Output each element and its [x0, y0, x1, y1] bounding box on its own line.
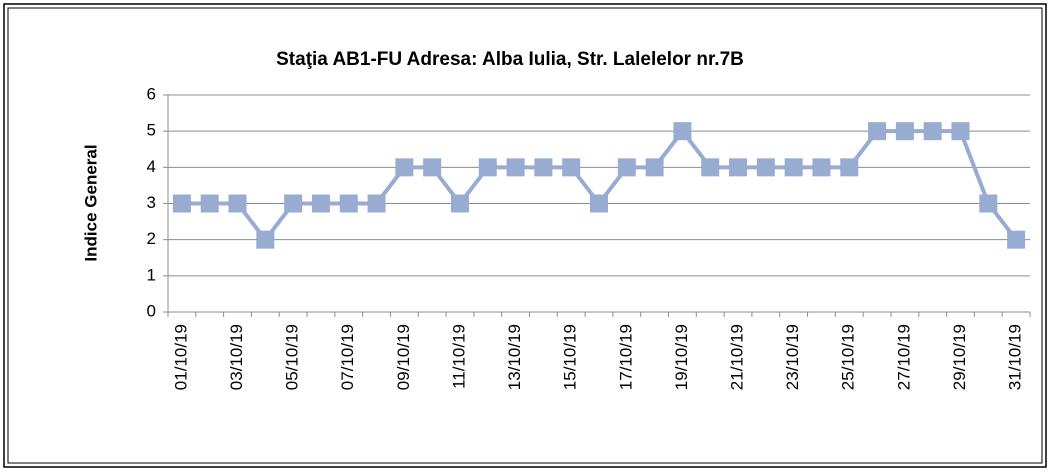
- x-tick-label: 25/10/19: [839, 324, 858, 390]
- x-tick-label: 29/10/19: [950, 324, 969, 390]
- point-marker: [562, 158, 581, 177]
- point-marker: [395, 158, 414, 177]
- x-tick-label: 21/10/19: [728, 324, 747, 390]
- inner-frame: [7, 7, 1043, 464]
- point-marker: [284, 194, 303, 213]
- y-tick-label: 4: [147, 157, 156, 176]
- point-marker: [256, 230, 275, 249]
- point-marker: [617, 158, 636, 177]
- point-marker: [450, 194, 469, 213]
- point-marker: [478, 158, 497, 177]
- point-marker: [784, 158, 803, 177]
- point-marker: [339, 194, 358, 213]
- point-marker: [868, 122, 887, 141]
- point-marker: [951, 122, 970, 141]
- x-tick-label: 03/10/19: [227, 324, 246, 390]
- point-marker: [673, 122, 692, 141]
- point-marker: [812, 158, 831, 177]
- point-marker: [979, 194, 998, 213]
- x-tick-label: 27/10/19: [894, 324, 913, 390]
- y-tick-label: 5: [147, 121, 156, 140]
- x-tick-label: 07/10/19: [338, 324, 357, 390]
- x-tick-label: 23/10/19: [783, 324, 802, 390]
- point-marker: [923, 122, 942, 141]
- x-tick-label: 01/10/19: [171, 324, 190, 390]
- y-tick-label: 2: [147, 229, 156, 248]
- x-tick-label: 17/10/19: [616, 324, 635, 390]
- y-axis-label: Indice General: [81, 144, 100, 261]
- x-tick-label: 15/10/19: [561, 324, 580, 390]
- point-marker: [645, 158, 664, 177]
- point-marker: [701, 158, 720, 177]
- y-tick-label: 0: [147, 301, 156, 320]
- point-marker: [840, 158, 859, 177]
- point-marker: [590, 194, 608, 213]
- outer-frame: [3, 3, 1047, 468]
- x-tick-label: 13/10/19: [505, 324, 524, 390]
- x-tick-label: 19/10/19: [672, 324, 691, 390]
- y-tick-label: 1: [147, 265, 156, 284]
- point-marker: [200, 194, 219, 213]
- x-tick-label: 31/10/19: [1006, 324, 1025, 390]
- x-tick-label: 05/10/19: [283, 324, 302, 390]
- point-marker: [172, 194, 191, 213]
- point-marker: [1007, 230, 1026, 249]
- y-tick-label: 3: [147, 193, 156, 212]
- x-tick-label: 11/10/19: [449, 324, 468, 389]
- point-marker: [729, 158, 748, 177]
- point-marker: [228, 194, 247, 213]
- point-marker: [423, 158, 442, 177]
- y-tick-label: 6: [147, 84, 156, 103]
- series-line: [181, 127, 1018, 243]
- point-marker: [895, 122, 914, 141]
- point-marker: [311, 194, 330, 213]
- point-marker: [756, 158, 775, 177]
- chart-title: Staţia AB1-FU Adresa: Alba Iulia, Str. L…: [276, 49, 744, 70]
- point-marker: [367, 194, 386, 213]
- point-marker: [506, 158, 525, 177]
- point-marker: [534, 158, 553, 177]
- x-tick-label: 09/10/19: [394, 324, 413, 390]
